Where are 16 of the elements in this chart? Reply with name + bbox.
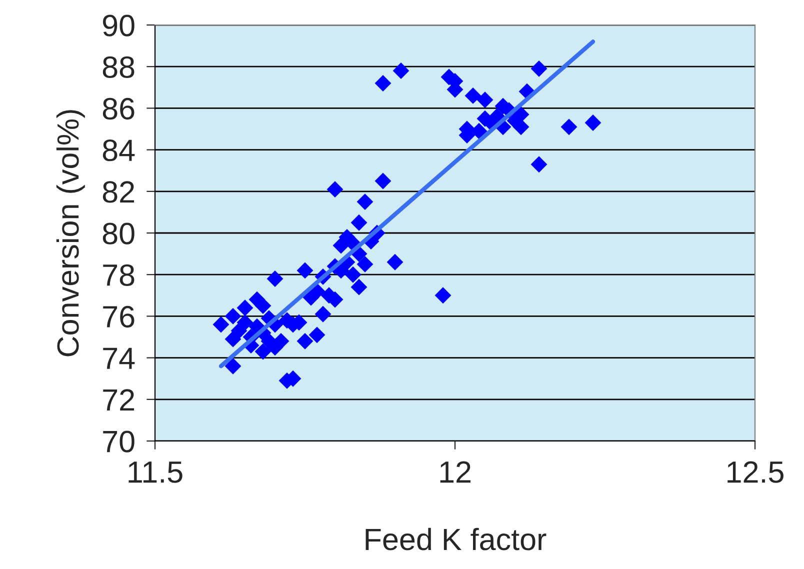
y-tick-label: 70 (103, 430, 134, 452)
x-axis-title: Feed K factor (366, 528, 546, 550)
y-tick-label: 88 (102, 56, 134, 78)
x-tick-label: 11.5 (128, 462, 182, 483)
y-tick-label: 72 (103, 389, 134, 410)
y-tick-label: 82 (102, 181, 134, 203)
y-tick-label: 74 (103, 348, 135, 369)
y-tick-label: 80 (102, 222, 134, 244)
y-tick-label: 86 (102, 98, 134, 120)
y-tick-label: 84 (102, 140, 135, 162)
y-tick-label: 90 (103, 14, 134, 36)
y-tick-label: 76 (103, 306, 134, 328)
x-tick-label: 12 (440, 461, 470, 483)
y-axis-title: Conversion (vol%) (56, 110, 85, 356)
y-tick-label: 78 (103, 264, 134, 286)
x-tick-label: 12.5 (728, 461, 784, 483)
